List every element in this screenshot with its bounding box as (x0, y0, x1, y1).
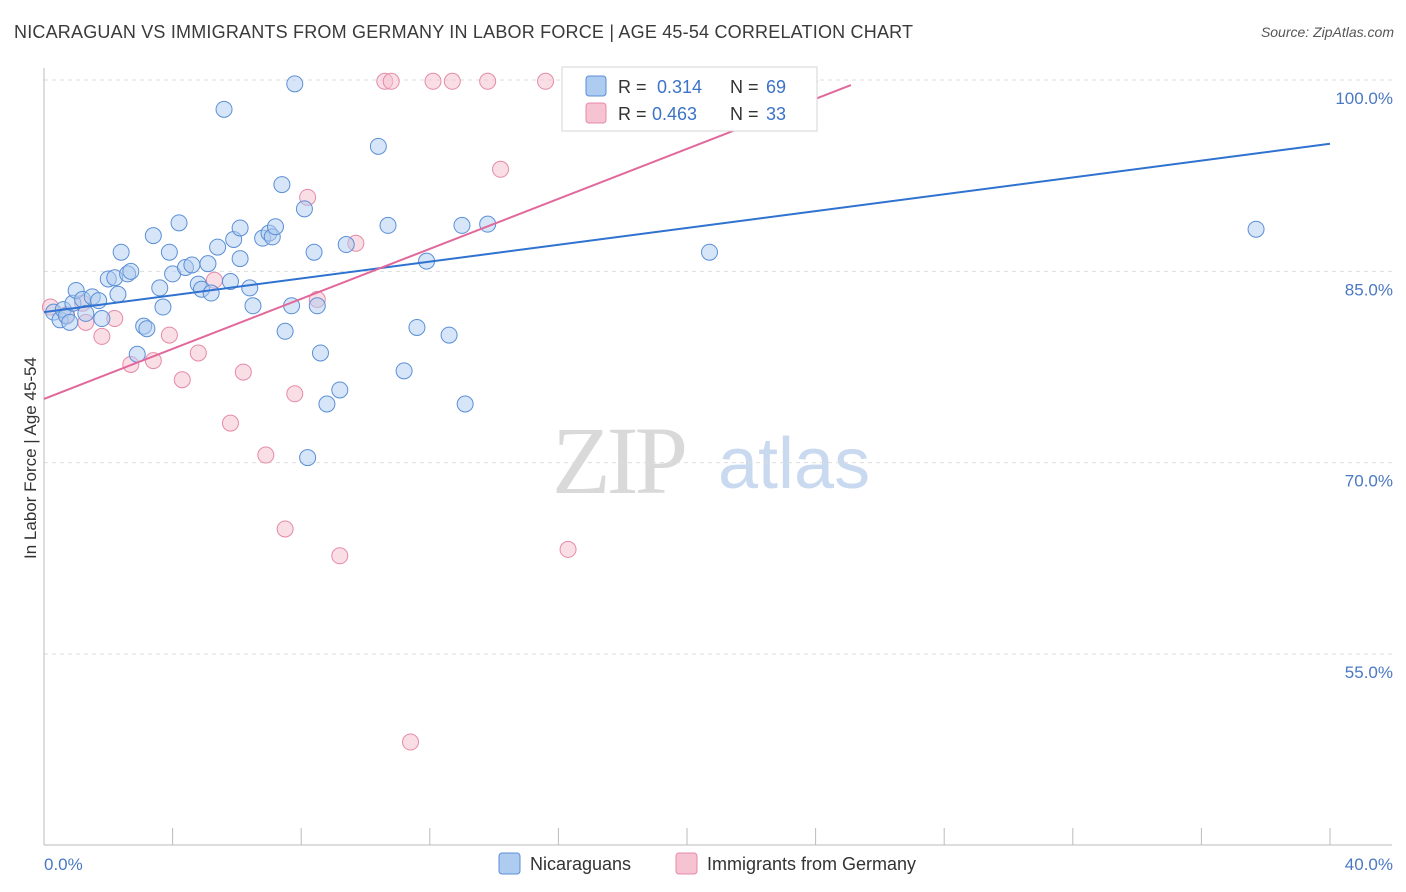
nicaraguan-point (231, 219, 249, 237)
nicaraguan-point (151, 279, 169, 297)
nicaraguan-point (266, 218, 284, 236)
nicaraguan-point (209, 238, 227, 256)
nicaraguan-point (299, 449, 317, 467)
nicaraguans-trend-line (43, 142, 1331, 314)
nicaraguan-point (408, 318, 426, 336)
legend-swatch-pink (585, 102, 607, 124)
nicaraguan-point (318, 395, 336, 413)
germany-point (492, 160, 510, 178)
germany-point (559, 540, 577, 558)
germany-point (257, 446, 275, 464)
nicaraguan-point (154, 298, 172, 316)
nicaraguan-point (295, 200, 313, 218)
nicaraguan-point (199, 255, 217, 273)
nicaraguan-point (395, 362, 413, 380)
axes (43, 68, 1392, 846)
watermark-atlas: atlas (718, 424, 870, 504)
nicaraguan-point (331, 381, 349, 399)
nicaraguan-point (144, 227, 162, 245)
trend-lines (43, 84, 1331, 400)
nicaraguan-point (183, 256, 201, 274)
nicaraguan-point (160, 243, 178, 261)
nicaraguan-point (138, 320, 156, 338)
watermark-zip: ZIP (552, 407, 685, 514)
germany-point (331, 547, 349, 565)
germany-point (144, 352, 162, 370)
germany-point (160, 326, 178, 344)
chart-title: NICARAGUAN VS IMMIGRANTS FROM GERMANY IN… (14, 22, 914, 42)
nicaraguan-point (379, 216, 397, 234)
legend-swatch-blue (585, 75, 607, 97)
x-tick-label-start: 0.0% (44, 855, 83, 874)
germany-trend-line (43, 84, 852, 400)
nicaraguan-point (244, 297, 262, 315)
legend-n-label-1: N = (730, 77, 759, 97)
y-tick-label: 55.0% (1345, 663, 1393, 682)
nicaraguan-point (241, 279, 259, 297)
y-tick-label: 70.0% (1345, 472, 1393, 491)
nicaraguan-point (453, 216, 471, 234)
germany-point (382, 72, 400, 90)
legend-n-value-2: 33 (766, 104, 786, 124)
nicaraguan-point (1247, 220, 1265, 238)
series-legend: Nicaraguans Immigrants from Germany (498, 852, 916, 875)
y-axis-title: In Labor Force | Age 45-54 (21, 357, 40, 559)
germany-point (234, 363, 252, 381)
y-tick-label: 100.0% (1335, 89, 1393, 108)
nicaraguan-point (276, 322, 294, 340)
nicaraguan-point (109, 285, 127, 303)
nicaraguan-point (369, 137, 387, 155)
nicaraguan-point (440, 326, 458, 344)
stats-legend: R = 0.314 N = 69 R = 0.463 N = 33 (561, 66, 818, 132)
nicaraguan-point (311, 344, 329, 362)
nicaraguan-point (122, 262, 140, 280)
nicaraguan-point (337, 236, 355, 254)
nicaraguan-point (77, 304, 95, 322)
legend-n-label-2: N = (730, 104, 759, 124)
germany-point (537, 72, 555, 90)
nicaraguan-point (456, 395, 474, 413)
nicaraguan-point (273, 176, 291, 194)
legend-r-label-1: R = (618, 77, 647, 97)
nicaraguan-point (202, 284, 220, 302)
germany-point (276, 520, 294, 538)
bottom-legend-swatch-nicaraguans (498, 852, 521, 875)
nicaraguan-point (305, 243, 323, 261)
source-credit: Source: ZipAtlas.com (1260, 24, 1394, 40)
nicaraguan-point (93, 310, 111, 328)
germany-point (479, 72, 497, 90)
germany-point (402, 733, 420, 751)
nicaraguan-point (286, 75, 304, 93)
nicaraguan-point (231, 250, 249, 268)
nicaraguan-point (170, 214, 188, 232)
legend-r-label-2: R = (618, 104, 647, 124)
bottom-legend-label-germany: Immigrants from Germany (707, 854, 916, 874)
watermark: ZIP atlas (552, 407, 870, 514)
nicaraguan-point (308, 297, 326, 315)
germany-point (173, 371, 191, 389)
y-tick-label: 85.0% (1345, 280, 1393, 299)
legend-r-value-2: 0.463 (652, 104, 697, 124)
germany-point (286, 385, 304, 403)
nicaraguan-point (215, 100, 233, 118)
legend-r-value-1: 0.314 (657, 77, 702, 97)
germany-point (221, 414, 239, 432)
nicaraguan-point (61, 313, 79, 331)
x-tick-labels: 0.0% 40.0% (44, 855, 1393, 874)
series-nicaraguans-points (45, 72, 1265, 467)
nicaraguan-point (221, 273, 239, 291)
x-tick-label-end: 40.0% (1345, 855, 1393, 874)
y-tick-labels: 55.0% 70.0% 85.0% 100.0% (1335, 89, 1393, 682)
germany-point (189, 344, 207, 362)
germany-point (424, 72, 442, 90)
nicaraguan-point (112, 243, 130, 261)
germany-point (443, 72, 461, 90)
nicaraguan-point (701, 243, 719, 261)
bottom-legend-swatch-germany (675, 852, 698, 875)
bottom-legend-label-nicaraguans: Nicaraguans (530, 854, 631, 874)
germany-point (93, 327, 111, 345)
legend-n-value-1: 69 (766, 77, 786, 97)
